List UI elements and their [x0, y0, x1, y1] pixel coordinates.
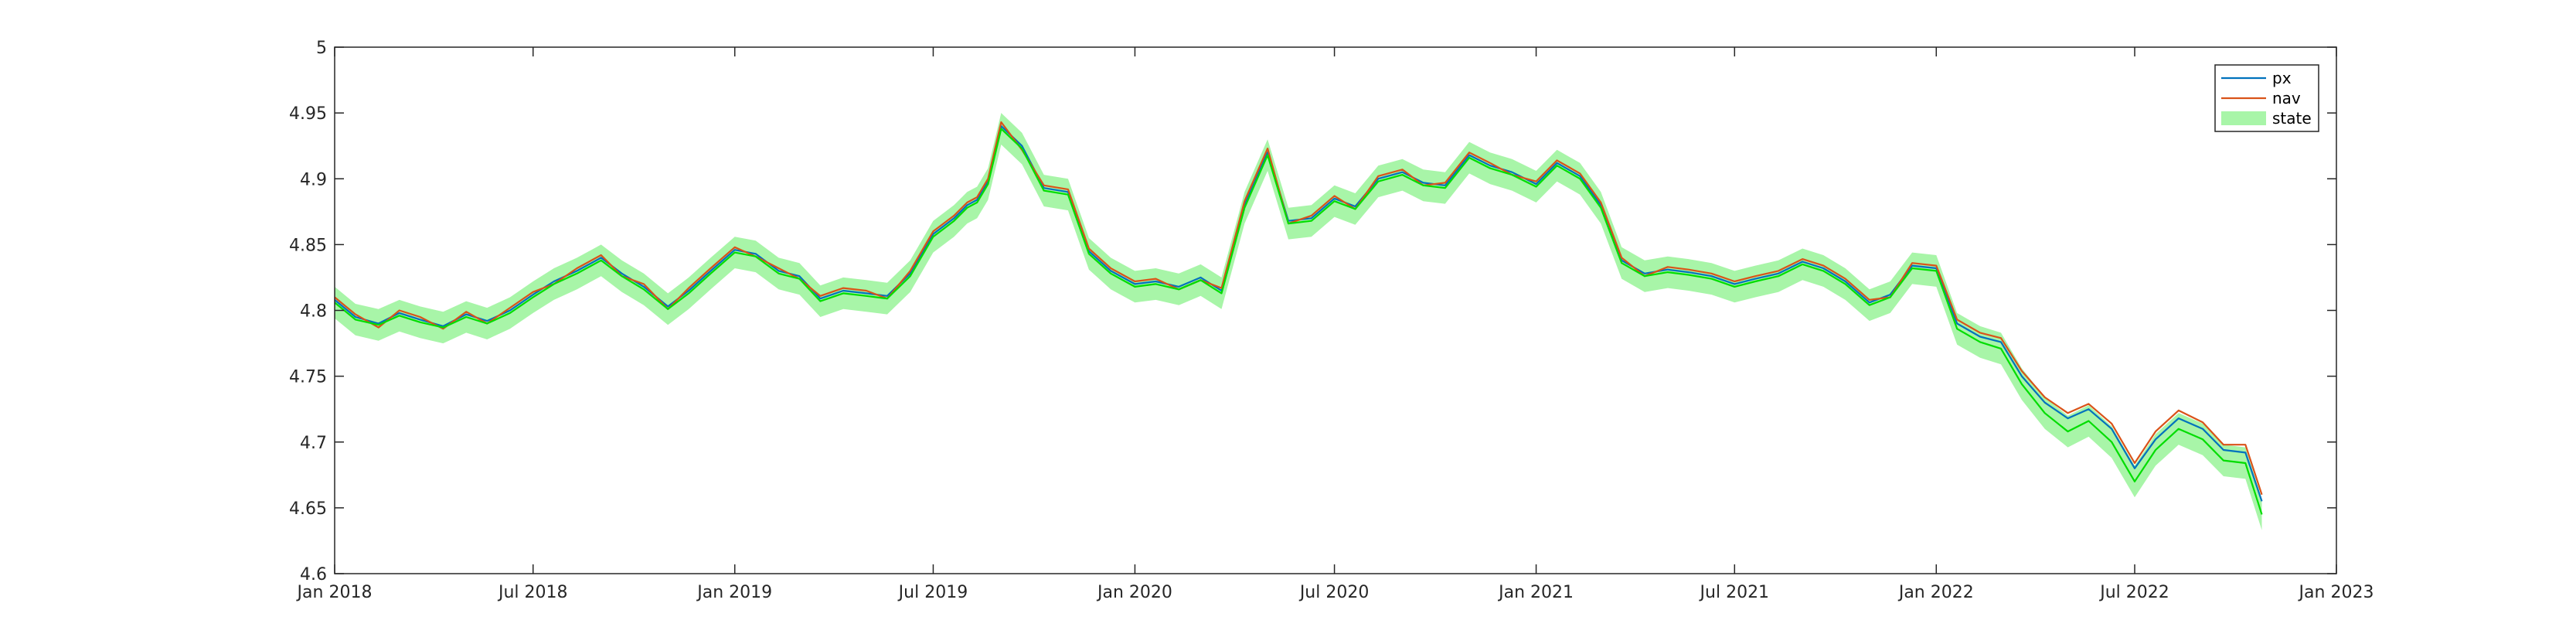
series-line-layer [334, 121, 2263, 515]
legend-swatch-state [2221, 111, 2266, 125]
x-tick-label: Jan 2023 [2298, 583, 2374, 602]
x-tick-label: Jul 2022 [2098, 583, 2169, 602]
y-tick-label: 4.8 [300, 302, 327, 322]
x-tick-label: Jan 2020 [1096, 583, 1172, 602]
tick-layer: Jan 2018 Jul 2018 Jan 2019 Jul 2019 Jan 2020… [289, 39, 2374, 602]
y-tick-label: 4.9 [300, 170, 327, 189]
legend-label-nav: nav [2272, 89, 2301, 107]
x-tick-label: Jul 2020 [1298, 583, 1370, 602]
x-tick-label: Jul 2021 [1699, 583, 1770, 602]
y-tick-label: 4.85 [289, 236, 327, 255]
y-tick-label: 4.6 [300, 565, 327, 584]
legend: px nav state [2214, 64, 2319, 132]
x-tick-label: Jan 2018 [296, 583, 373, 602]
y-tick-label: 4.7 [300, 434, 327, 453]
x-tick-label: Jan 2019 [696, 583, 772, 602]
y-tick-label: 5 [316, 39, 327, 58]
series-line-state [334, 128, 2263, 515]
x-tick-label: Jan 2021 [1497, 583, 1574, 602]
legend-label-state: state [2272, 109, 2312, 128]
x-tick-label: Jul 2018 [497, 583, 568, 602]
legend-label-px: px [2272, 69, 2292, 87]
y-tick-label: 4.65 [289, 499, 327, 519]
y-tick-label: 4.75 [289, 368, 327, 387]
x-tick-label: Jul 2019 [897, 583, 968, 602]
x-tick-label: Jan 2022 [1897, 583, 1974, 602]
y-tick-label: 4.95 [289, 104, 327, 124]
